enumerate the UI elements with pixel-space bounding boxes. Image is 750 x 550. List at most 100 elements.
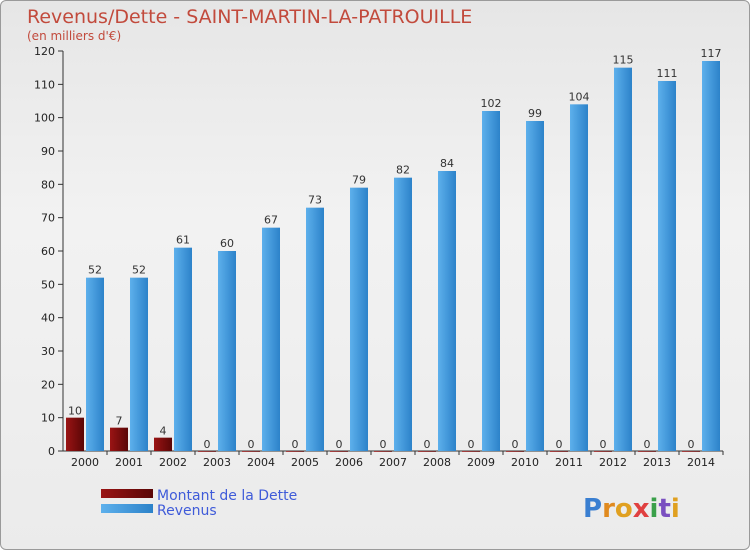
label-revenus-2012: 115 [613,54,634,67]
bar-dette-2007 [374,451,392,452]
label-dette-2005: 0 [292,438,299,451]
logo-letter: P [583,494,602,524]
x-tick-label: 2003 [203,456,231,469]
bar-revenus-2013 [658,81,676,451]
label-dette-2004: 0 [248,438,255,451]
label-revenus-2002: 61 [176,234,190,247]
y-tick-label: 100 [34,112,55,125]
label-dette-2000: 10 [68,405,82,418]
bar-dette-2002 [154,437,172,451]
label-dette-2010: 0 [512,438,519,451]
y-axis: 0 10 20 30 40 50 60 70 80 90 100 110 120 [34,45,64,458]
bar-dette-2009 [462,451,480,452]
x-tick-label: 2009 [467,456,495,469]
bar-revenus-2007 [394,177,412,451]
y-tick-label: 120 [34,45,55,58]
label-dette-2002: 4 [160,425,167,438]
bar-dette-2012 [594,451,612,452]
label-dette-2008: 0 [424,438,431,451]
x-tick-label: 2010 [511,456,539,469]
y-tick-label: 40 [41,312,55,325]
bars: 10 52 7 52 4 61 0 60 0 67 0 73 0 79 0 82 0 84 0 102 0 99 0 104 0… [66,47,722,452]
legend-swatch-debt [101,489,153,498]
x-tick-label: 2000 [71,456,99,469]
bar-dette-2008 [418,451,436,452]
x-tick-label: 2001 [115,456,143,469]
label-revenus-2006: 79 [352,174,366,187]
x-tick-label: 2006 [335,456,363,469]
label-dette-2003: 0 [204,438,211,451]
label-revenus-2011: 104 [569,90,590,103]
label-dette-2014: 0 [688,438,695,451]
x-tick-label: 2007 [379,456,407,469]
label-dette-2007: 0 [380,438,387,451]
legend: Montant de la Dette Revenus [101,488,297,519]
logo-letter: i [671,494,680,524]
bar-revenus-2004 [262,227,280,451]
bar-revenus-2006 [350,187,368,451]
label-revenus-2007: 82 [396,164,410,177]
label-revenus-2005: 73 [308,194,322,207]
x-tick-label: 2012 [599,456,627,469]
chart-subtitle: (en milliers d'€) [27,29,121,43]
bar-revenus-2012 [614,67,632,452]
label-revenus-2003: 60 [220,237,234,250]
logo-letter: x [633,494,650,524]
y-tick-label: 0 [48,445,55,458]
bar-dette-2013 [638,451,656,452]
y-tick-label: 20 [41,378,55,391]
logo-letter: i [650,494,659,524]
x-tick-label: 2013 [643,456,671,469]
logo-letter: r [602,494,615,524]
y-tick-label: 30 [41,345,55,358]
label-dette-2011: 0 [556,438,563,451]
legend-swatch-revenus [101,504,153,513]
bar-revenus-2001 [130,277,148,451]
label-revenus-2014: 117 [701,47,722,60]
label-dette-2006: 0 [336,438,343,451]
bar-dette-2011 [550,451,568,452]
label-revenus-2004: 67 [264,214,278,227]
bar-dette-2014 [682,451,700,452]
bar-revenus-2000 [86,277,104,451]
label-revenus-2000: 52 [88,264,102,277]
bar-revenus-2009 [482,111,500,451]
logo-text: Proxiti [583,494,680,524]
label-revenus-2001: 52 [132,264,146,277]
label-dette-2009: 0 [468,438,475,451]
bar-revenus-2008 [438,171,456,451]
x-tick-label: 2004 [247,456,275,469]
bar-dette-2004 [242,451,260,452]
proxiti-logo: Proxiti [583,494,680,524]
bar-dette-2005 [286,451,304,452]
bar-dette-2010 [506,451,524,452]
x-tick-label: 2011 [555,456,583,469]
y-tick-label: 90 [41,145,55,158]
label-revenus-2008: 84 [440,157,454,170]
legend-label-debt: Montant de la Dette [157,488,297,504]
bar-revenus-2011 [570,104,588,451]
chart-title: Revenus/Dette - SAINT-MARTIN-LA-PATROUIL… [27,6,472,28]
x-tick-label: 2014 [687,456,715,469]
bar-dette-2000 [66,417,84,451]
bar-dette-2006 [330,451,348,452]
bar-dette-2003 [198,451,216,452]
x-axis: 2000 2001 2002 2003 2004 2005 2006 2007 2008 2009… [63,450,724,469]
bar-revenus-2003 [218,251,236,451]
y-tick-label: 50 [41,278,55,291]
bar-dette-2001 [110,427,128,451]
label-revenus-2013: 111 [657,67,678,80]
x-tick-label: 2008 [423,456,451,469]
label-revenus-2010: 99 [528,107,542,120]
bar-revenus-2010 [526,121,544,451]
x-tick-label: 2002 [159,456,187,469]
y-tick-label: 70 [41,212,55,225]
bar-revenus-2014 [702,61,720,451]
bar-revenus-2002 [174,247,192,451]
x-tick-label: 2005 [291,456,319,469]
y-tick-label: 10 [41,412,55,425]
logo-letter: o [615,494,633,524]
y-tick-label: 110 [34,78,55,91]
